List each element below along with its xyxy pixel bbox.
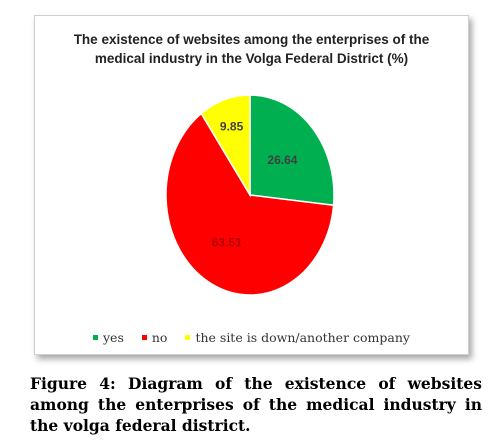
legend-swatch-yes [93,335,98,340]
chart-title: The existence of websites among the ente… [43,30,460,68]
legend-swatch-no [141,335,147,340]
pie-slice-down [200,94,251,198]
pie-slice-no [165,112,335,296]
chart-title-line-2: medical industry in the Volga Federal Di… [94,51,409,66]
pie-slice-yes [249,94,335,207]
data-label-down: 9.85 [220,119,244,133]
figure-caption: Figure 4: Diagram of the existence of we… [30,374,482,435]
pie-chart: 26.64 63.51 9.85 [165,94,335,296]
legend-item-yes: yes [93,330,124,345]
legend-label-down: the site is down/another company [195,330,410,345]
legend-item-no: no [141,330,168,345]
legend-label-no: no [151,330,168,345]
chart-legend: yes no the site is down/another company [35,330,468,345]
data-label-yes: 26.64 [267,153,297,167]
legend-swatch-down [185,335,191,340]
legend-label-yes: yes [103,330,124,345]
chart-title-line-1: The existence of websites among the ente… [73,32,430,47]
chart-frame: The existence of websites among the ente… [34,15,469,355]
data-label-no: 63.51 [212,236,242,250]
legend-item-down: the site is down/another company [185,330,410,345]
